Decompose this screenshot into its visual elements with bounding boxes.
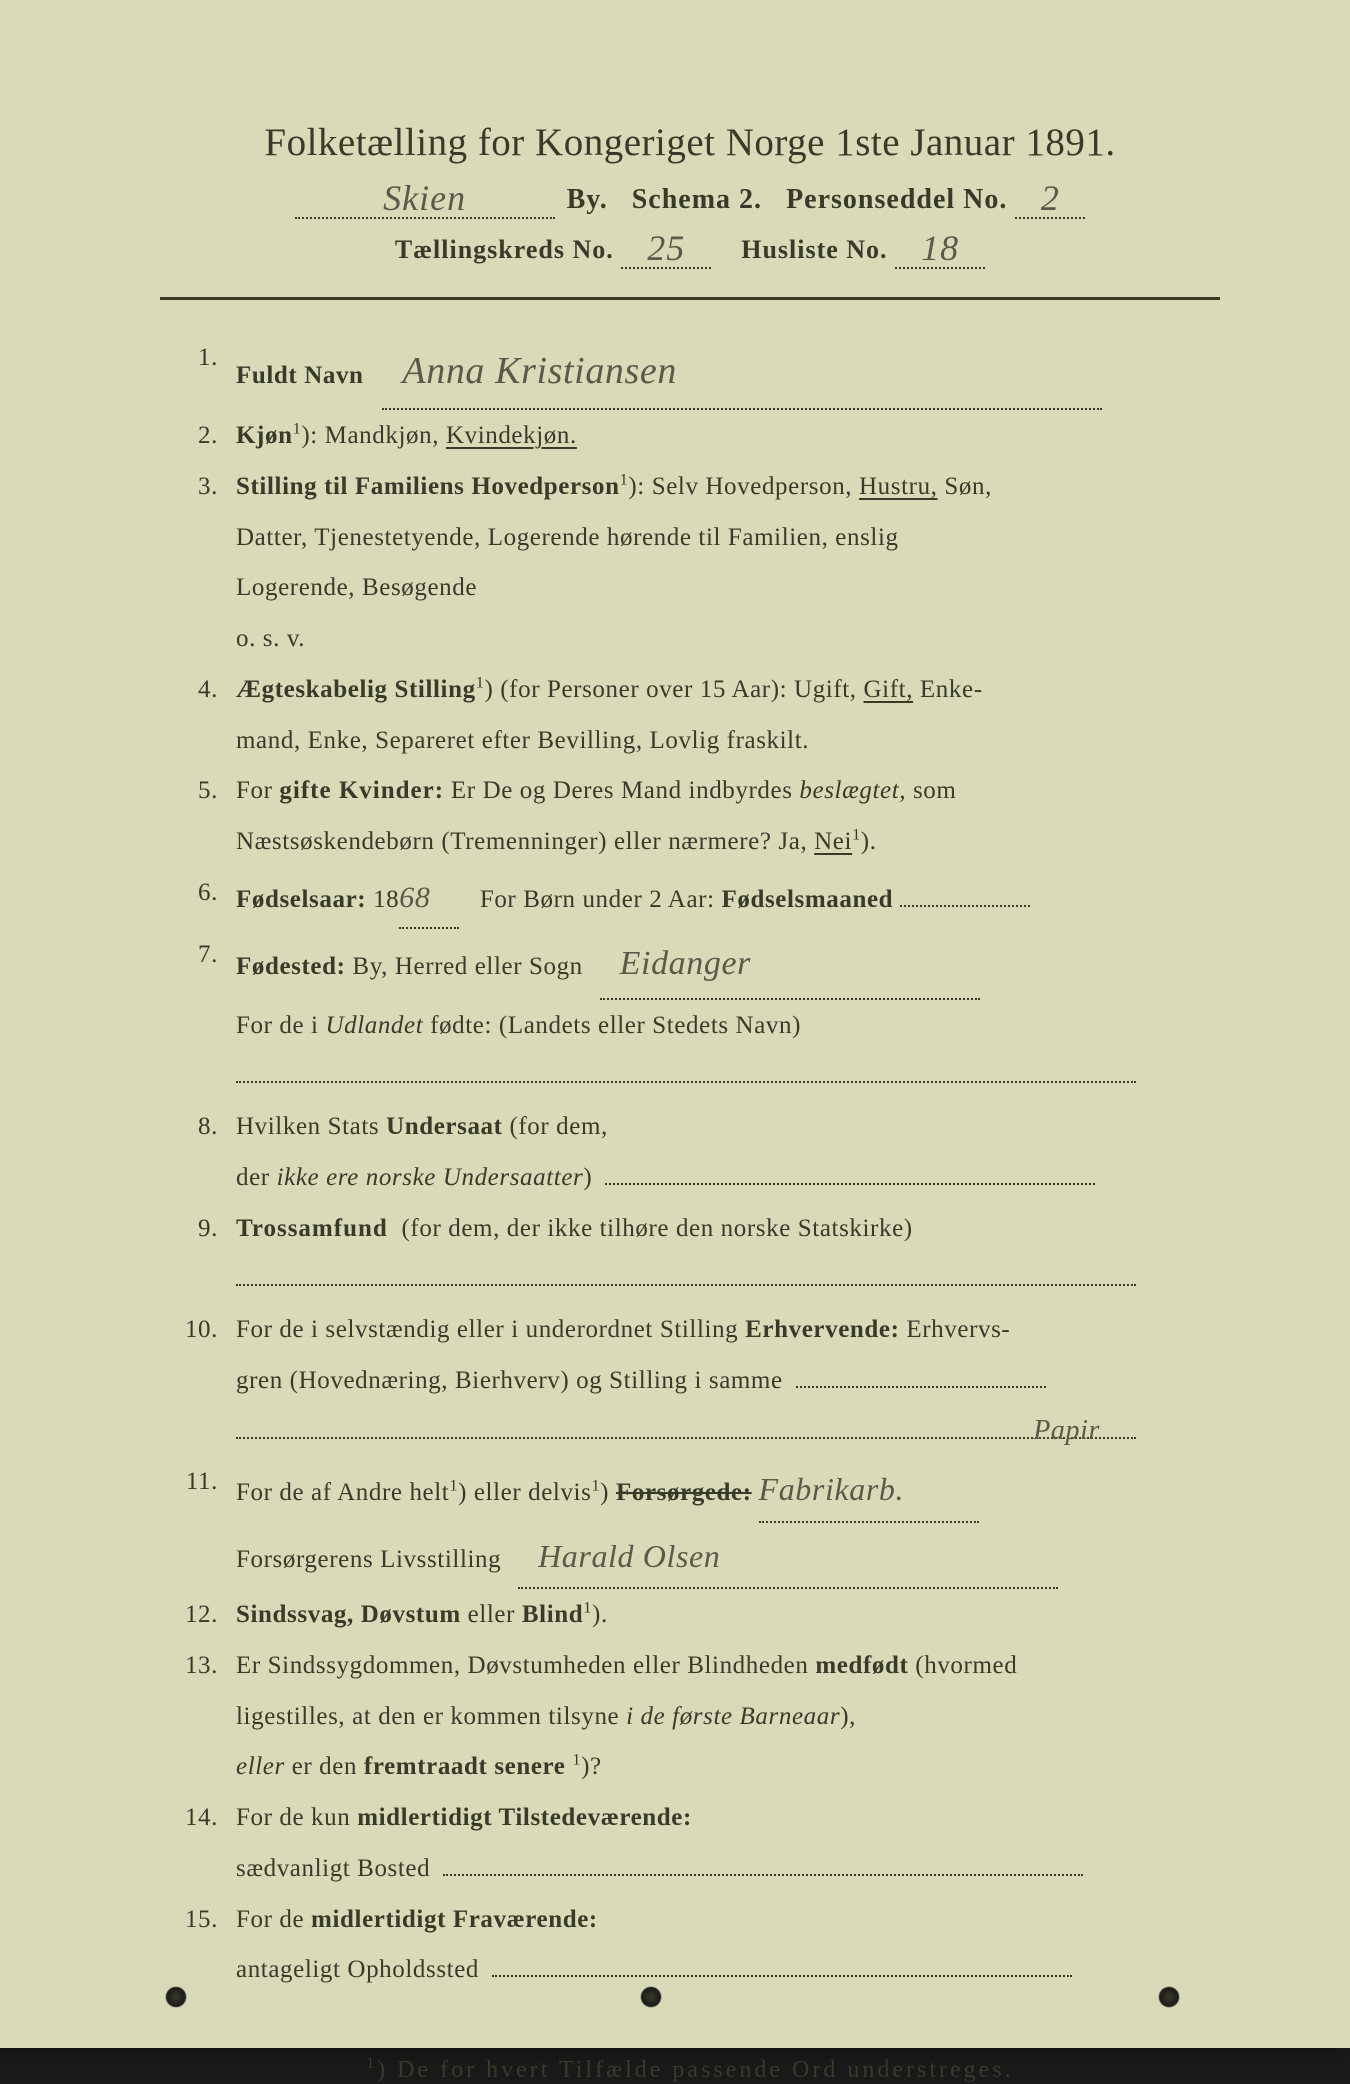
q6-year: 68	[399, 881, 430, 914]
item-4: 4. Ægteskabelig Stilling1) (for Personer…	[160, 666, 1220, 715]
header-line-2: Skien By. Schema 2. Personseddel No. 2	[160, 175, 1220, 219]
label-by: By.	[567, 184, 608, 215]
item-5: 5. For gifte Kvinder: Er De og Deres Man…	[160, 767, 1220, 816]
q13-label2: fremtraadt senere	[364, 1753, 566, 1780]
form-body: 1. Fuldt Navn Anna Kristiansen 2. Kjøn1)…	[160, 334, 1220, 1995]
q12-label: Sindssvag, Døvstum	[236, 1601, 461, 1628]
item-2: 2. Kjøn1): Mandkjøn, Kvindekjøn.	[160, 412, 1220, 461]
q13-cont2: eller er den fremtraadt senere 1)?	[236, 1743, 1220, 1792]
q7-label: Fødested:	[236, 953, 346, 980]
q2-opt-mand: Mandkjøn,	[325, 422, 439, 449]
q1-value: Anna Kristiansen	[382, 350, 677, 392]
label-kreds: Tællingskreds No.	[395, 235, 614, 264]
label-schema: Schema 2.	[632, 184, 762, 215]
q11-hw: Fabrikarb.	[759, 1471, 905, 1507]
item-9: 9. Trossamfund (for dem, der ikke tilhør…	[160, 1205, 1220, 1254]
label-personseddel: Personseddel No.	[786, 184, 1007, 215]
q13-cont1: ligestilles, at den er kommen tilsyne i …	[236, 1693, 1220, 1742]
q12-label2: Blind	[522, 1601, 583, 1628]
q3-cont1: Datter, Tjenestetyende, Logerende hørend…	[236, 514, 1220, 563]
item-11: 11. For de af Andre helt1) eller delvis1…	[160, 1458, 1220, 1522]
item-8: 8. Hvilken Stats Undersaat (for dem,	[160, 1103, 1220, 1152]
q8-cont: der ikke ere norske Undersaatter)	[236, 1154, 1220, 1203]
city-handwritten: Skien	[383, 178, 466, 218]
item-6: 6. Fødselsaar: 1868 For Børn under 2 Aar…	[160, 869, 1220, 930]
q6-label: Fødselsaar:	[236, 886, 366, 913]
q3-cont2: Logerende, Besøgende	[236, 564, 1220, 613]
footnote: 1) De for hvert Tilfælde passende Ord un…	[160, 2055, 1220, 2084]
q11-hw2: Harald Olsen	[518, 1538, 720, 1574]
divider-top	[160, 297, 1220, 300]
q10-cont: gren (Hovednæring, Bierhverv) og Stillin…	[236, 1357, 1220, 1406]
q11-hw-top: Papir	[1033, 1404, 1100, 1459]
q13-label: medfødt	[815, 1652, 908, 1679]
item-10: 10. For de i selvstændig eller i underor…	[160, 1306, 1220, 1355]
q15-cont: antageligt Opholdssted	[236, 1946, 1220, 1995]
item-14: 14. For de kun midlertidigt Tilstedevære…	[160, 1794, 1220, 1843]
item-13: 13. Er Sindssygdommen, Døvstumheden elle…	[160, 1642, 1220, 1691]
q5-label: gifte Kvinder:	[279, 777, 444, 804]
page-title: Folketælling for Kongeriget Norge 1ste J…	[160, 120, 1220, 165]
q8-label: Undersaat	[386, 1113, 503, 1140]
q14-label: midlertidigt Tilstedeværende:	[357, 1804, 692, 1831]
q4-label: Ægteskabelig Stilling	[236, 676, 476, 703]
q4-cont: mand, Enke, Separeret efter Bevilling, L…	[236, 717, 1220, 766]
census-form-page: Folketælling for Kongeriget Norge 1ste J…	[0, 0, 1350, 2048]
q14-cont: sædvanligt Bosted	[236, 1845, 1220, 1894]
q11-cont: Forsørgerens Livsstilling Harald Olsen	[236, 1525, 1220, 1589]
q15-label: midlertidigt Fraværende:	[311, 1906, 598, 1933]
q5-nei: Nei	[814, 828, 852, 855]
q9-label: Trossamfund	[236, 1215, 388, 1242]
q4-gift: Gift,	[864, 676, 914, 703]
q2-label: Kjøn	[236, 422, 293, 449]
husliste-no: 18	[921, 228, 959, 268]
label-husliste: Husliste No.	[741, 235, 887, 264]
q5-cont: Næstsøskendebørn (Tremenninger) eller næ…	[236, 818, 1220, 867]
personseddel-no: 2	[1041, 178, 1060, 218]
item-7: 7. Fødested: By, Herred eller Sogn Eidan…	[160, 931, 1220, 999]
q7-cont: For de i Udlandet fødte: (Landets eller …	[236, 1002, 1220, 1051]
q10-label: Erhvervende:	[745, 1316, 899, 1343]
item-12: 12. Sindssvag, Døvstum eller Blind1).	[160, 1591, 1220, 1640]
item-1: 1. Fuldt Navn Anna Kristiansen	[160, 334, 1220, 410]
kreds-no: 25	[647, 228, 685, 268]
item-3: 3. Stilling til Familiens Hovedperson1):…	[160, 463, 1220, 512]
item-15: 15. For de midlertidigt Fraværende:	[160, 1896, 1220, 1945]
header-line-3: Tællingskreds No. 25 Husliste No. 18	[160, 225, 1220, 269]
q1-label: Fuldt Navn	[236, 362, 364, 389]
punch-hole-left	[165, 1986, 187, 2008]
q3-hustru: Hustru,	[859, 473, 938, 500]
q6-label2: Fødselsmaaned	[721, 886, 893, 913]
punch-hole-right	[1158, 1986, 1180, 2008]
q7-value: Eidanger	[600, 945, 751, 982]
punch-hole-center	[640, 1986, 662, 2008]
q3-cont3: o. s. v.	[236, 615, 1220, 664]
q2-opt-kvinde: Kvindekjøn.	[446, 422, 577, 449]
q11-label: Forsørgede:	[616, 1479, 752, 1506]
q3-label: Stilling til Familiens Hovedperson	[236, 473, 620, 500]
